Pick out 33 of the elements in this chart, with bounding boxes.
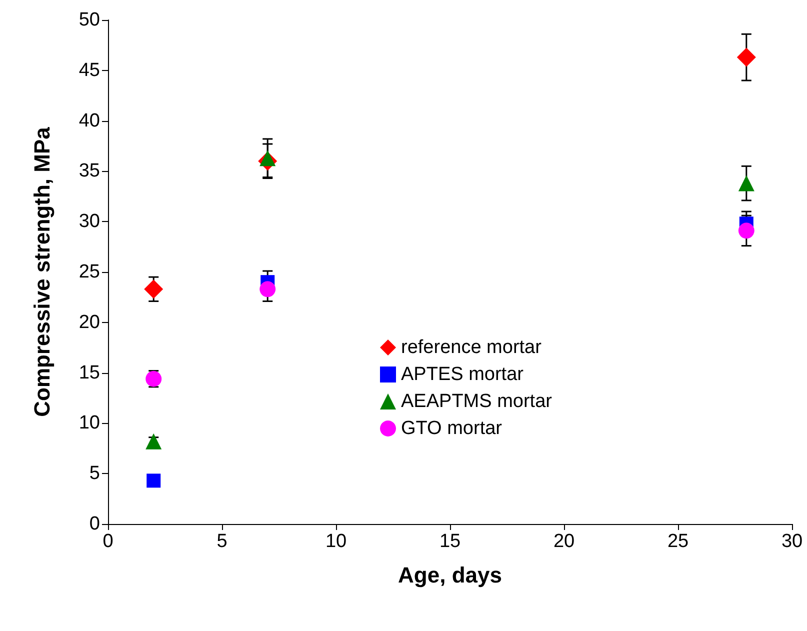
x-axis-title: Age, days [398, 562, 502, 588]
y-tick-label: 5 [89, 463, 100, 484]
x-tick-label: 10 [325, 531, 347, 552]
x-tick-label: 25 [667, 531, 689, 552]
legend-label: APTES mortar [401, 364, 524, 385]
x-tick-label: 30 [781, 531, 803, 552]
point [738, 222, 754, 239]
point [260, 150, 276, 166]
point [738, 175, 754, 192]
legend-label: GTO mortar [401, 418, 503, 439]
y-tick-label: 30 [78, 211, 100, 232]
y-tick-label: 35 [78, 160, 100, 182]
y-tick-label: 50 [78, 10, 100, 30]
point [146, 370, 162, 387]
legend-label: AEAPTMS mortar [401, 391, 553, 412]
y-axis-title: Compressive strength, MPa [30, 126, 54, 417]
legend-label: reference mortar [401, 337, 542, 358]
x-tick-label: 15 [439, 531, 461, 552]
y-tick-label: 45 [78, 60, 100, 81]
x-tick-label: 0 [102, 531, 114, 552]
y-tick-label: 0 [89, 514, 100, 534]
y-tick-label: 20 [78, 312, 100, 333]
point [736, 48, 756, 67]
point [144, 280, 164, 299]
y-tick-label: 25 [78, 262, 100, 282]
y-tick-label: 10 [78, 412, 100, 434]
x-tick-label: 5 [216, 531, 228, 552]
point [146, 474, 161, 488]
y-tick-label: 15 [78, 362, 100, 384]
y-tick-label: 40 [78, 110, 100, 132]
x-tick-label: 20 [553, 531, 575, 552]
point [260, 281, 276, 298]
point [146, 433, 162, 450]
